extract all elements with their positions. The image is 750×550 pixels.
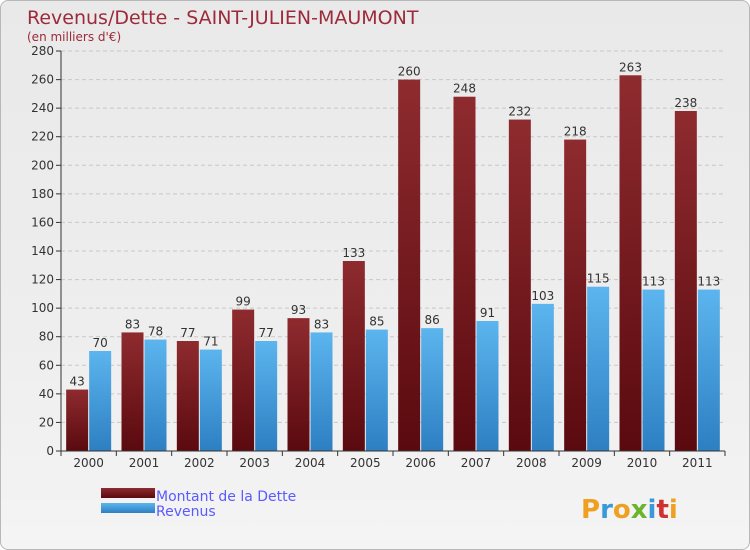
bar-revenus-2005 [365,329,388,451]
x-tick-label: 2004 [295,456,326,470]
y-tick-label: 200 [31,158,54,172]
x-tick-label: 2005 [350,456,381,470]
legend: Montant de la Dette Revenus [101,488,296,520]
bar-dette-2001 [121,332,144,451]
value-label: 86 [425,313,440,327]
value-label: 78 [148,325,163,339]
y-axis-ticks: 0 20 40 60 80 100 120 140 160 180 200 220 240 260 280 [31,44,61,458]
y-tick-label: 60 [39,358,54,372]
x-tick-label: 2001 [129,456,160,470]
value-label: 85 [369,315,384,329]
x-tick-label: 2006 [405,456,436,470]
bar-revenus-2008 [531,303,554,451]
bar-revenus-2009 [587,286,610,451]
y-tick-label: 100 [31,301,54,315]
x-tick-label: 2009 [571,456,602,470]
x-tick-label: 2008 [516,456,547,470]
logo-text: Proxiti [581,495,678,525]
value-label: 43 [70,375,85,389]
chart-title: Revenus/Dette - SAINT-JULIEN-MAUMONT [27,7,419,29]
bar-dette-2008 [508,119,531,452]
bar-revenus-2006 [421,328,444,451]
value-label: 232 [508,105,531,119]
y-tick-label: 240 [31,101,54,115]
value-label: 77 [180,326,195,340]
bar-dette-2002 [176,341,199,451]
bar-dette-2000 [66,389,89,451]
value-label: 113 [697,275,720,289]
bar-revenus-2010 [642,289,665,451]
legend-label-dette: Montant de la Dette [156,489,296,505]
legend-swatch-dette [101,488,155,498]
x-tick-label: 2003 [239,456,270,470]
value-label: 91 [480,306,495,320]
value-label: 93 [291,303,306,317]
value-label: 83 [125,317,140,331]
value-label: 248 [453,82,476,96]
bar-revenus-2000 [89,351,112,451]
bar-revenus-2003 [255,341,278,451]
y-tick-label: 280 [31,44,54,58]
bar-dette-2010 [619,75,642,452]
x-tick-label: 2000 [73,456,104,470]
legend-label-revenus: Revenus [156,504,216,520]
value-label: 218 [564,125,587,139]
x-axis-ticks: 2000 2001 2002 2003 2004 2005 2006 2007 2008 2009… [60,451,726,470]
bar-dette-2003 [232,309,255,451]
chart-subtitle: (en milliers d'€) [27,30,121,44]
bar-dette-2009 [564,139,587,452]
y-tick-label: 0 [46,444,54,458]
proxiti-logo: Proxiti [581,495,678,525]
y-tick-label: 20 [39,415,54,429]
value-labels: 43 70 83 78 77 71 99 77 93 83 133 85 260 86 248 91 232 10… [70,60,721,388]
value-label: 263 [619,60,642,74]
value-label: 133 [342,246,365,260]
x-tick-label: 2010 [627,456,658,470]
value-label: 71 [203,335,218,349]
y-tick-label: 260 [31,73,54,87]
value-label: 103 [531,289,554,303]
x-tick-label: 2007 [461,456,492,470]
bar-revenus-2002 [199,349,222,451]
bar-revenus-2011 [697,289,720,451]
bars [66,75,720,452]
bar-revenus-2004 [310,332,333,451]
legend-swatch-revenus [101,503,155,513]
y-tick-label: 180 [31,187,54,201]
y-tick-label: 220 [31,130,54,144]
bar-dette-2006 [398,79,421,452]
value-label: 70 [93,336,108,350]
y-tick-label: 80 [39,330,54,344]
bar-dette-2005 [342,261,365,451]
y-tick-label: 40 [39,387,54,401]
y-tick-label: 160 [31,215,54,229]
value-label: 238 [674,96,697,110]
bar-dette-2004 [287,318,310,451]
bar-dette-2007 [453,96,476,451]
value-label: 115 [587,272,610,286]
bar-dette-2011 [674,111,697,451]
y-tick-label: 120 [31,273,54,287]
bar-revenus-2001 [144,339,167,451]
y-tick-label: 140 [31,244,54,258]
value-label: 77 [259,326,274,340]
x-tick-label: 2002 [184,456,215,470]
value-label: 113 [642,275,665,289]
value-label: 99 [236,295,251,309]
value-label: 260 [398,65,421,79]
x-tick-label: 2011 [682,456,713,470]
value-label: 83 [314,317,329,331]
grid-lines [61,50,725,423]
bar-revenus-2007 [476,321,499,451]
